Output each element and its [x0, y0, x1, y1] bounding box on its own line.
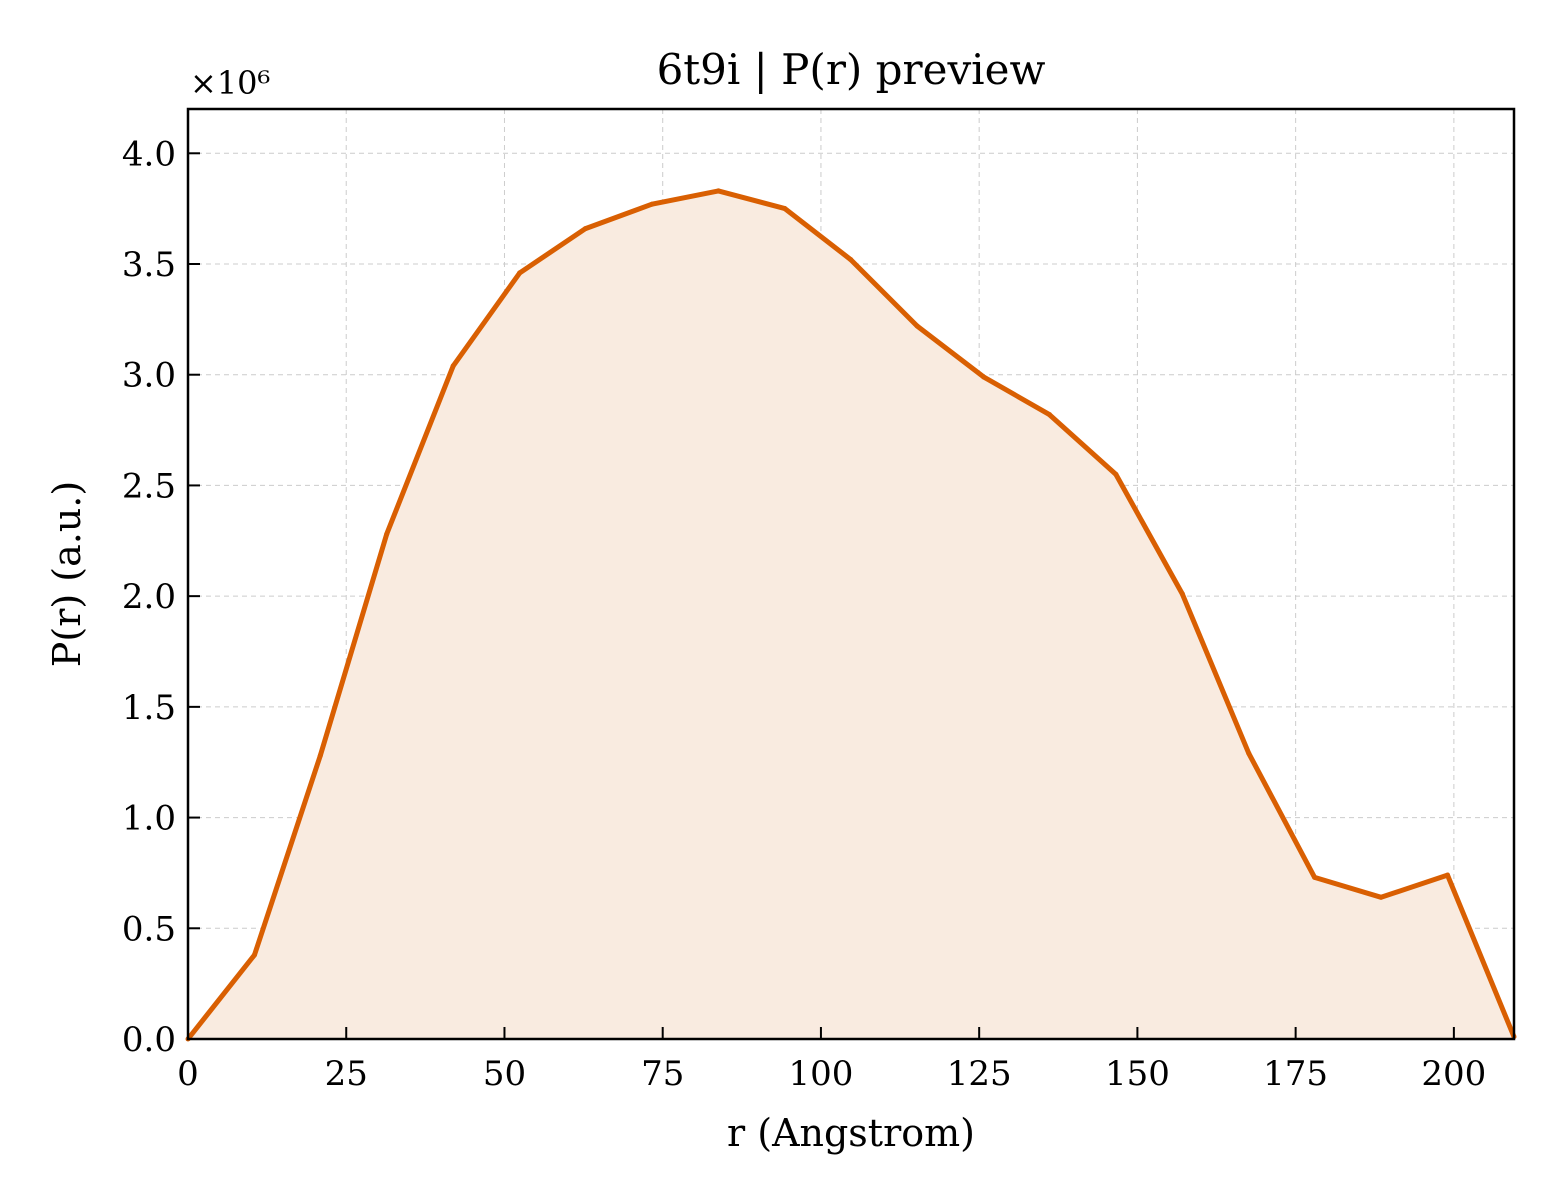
data-point	[914, 323, 920, 329]
data-point	[1312, 874, 1318, 880]
ticks: 0 25 50 75 100 125 150 175 200 0.0 0.5 1.0 1.5 2.0 2.5…	[122, 134, 1486, 1094]
data-point	[782, 206, 788, 212]
y-tick-label: 2.5	[122, 466, 176, 506]
data-point	[1378, 894, 1384, 900]
data-point	[981, 374, 987, 380]
y-tick-label: 1.5	[122, 688, 176, 728]
area-fill	[188, 190, 1514, 1039]
data-point	[848, 257, 854, 263]
chart-title: 6t9i | P(r) preview	[657, 45, 1046, 94]
data-point	[715, 188, 721, 194]
plot-frame	[186, 107, 1516, 1041]
x-tick-label: 75	[641, 1054, 684, 1094]
data-point	[1113, 471, 1119, 477]
x-tick-label: 175	[1263, 1054, 1328, 1094]
y-tick-label: 3.0	[122, 356, 176, 396]
data-point	[384, 531, 390, 537]
x-tick-label: 25	[325, 1054, 368, 1094]
y-tick-label: 4.0	[122, 134, 176, 174]
data-point	[450, 363, 456, 369]
x-tick-label: 50	[483, 1054, 526, 1094]
y-tick-label: 3.5	[122, 245, 176, 285]
x-axis-label: r (Angstrom)	[727, 1111, 975, 1155]
x-tick-label: 150	[1105, 1054, 1170, 1094]
data-point	[517, 270, 523, 276]
x-tick-label: 125	[947, 1054, 1012, 1094]
data-point	[1445, 872, 1451, 878]
data-point	[317, 753, 323, 759]
x-tick-label: 100	[788, 1054, 853, 1094]
y-tick-label: 0.0	[122, 1020, 176, 1060]
y-tick-label: 2.0	[122, 577, 176, 617]
y-offset-label: ×10⁶	[190, 64, 270, 102]
data-points	[185, 188, 1517, 1042]
x-tick-label: 200	[1421, 1054, 1486, 1094]
data-point	[649, 201, 655, 207]
data-point	[251, 952, 257, 958]
data-point	[1046, 412, 1052, 418]
y-axis-label: P(r) (a.u.)	[45, 481, 89, 667]
y-tick-label: 0.5	[122, 909, 176, 949]
data-point	[582, 226, 588, 232]
data-point	[1179, 591, 1185, 597]
x-tick-label: 0	[177, 1054, 199, 1094]
y-tick-label: 1.0	[122, 799, 176, 839]
data-point	[1246, 750, 1252, 756]
